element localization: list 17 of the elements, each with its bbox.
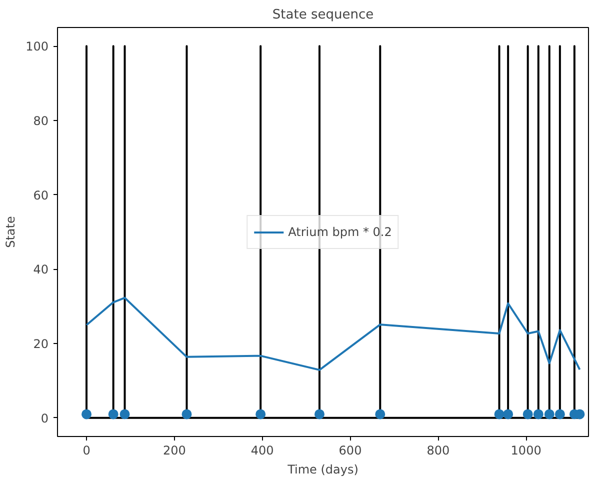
x-tick-label: 800 — [426, 444, 450, 458]
y-tick-label: 40 — [33, 262, 49, 277]
y-tick-label: 80 — [33, 114, 49, 128]
x-tick-label: 0 — [82, 444, 90, 458]
x-tick-label: 1000 — [510, 444, 542, 458]
y-tick-label: 20 — [33, 337, 49, 352]
chart-title: State sequence — [272, 8, 374, 22]
x-tick-label: 200 — [162, 444, 186, 458]
y-axis-title: State — [4, 216, 18, 248]
y-tick-label: 100 — [26, 40, 48, 54]
x-axis-title: Time (days) — [286, 462, 358, 476]
y-tick-label: 0 — [40, 411, 49, 426]
x-tick-label: 600 — [338, 444, 362, 458]
y-tick-label: 60 — [33, 188, 49, 202]
x-tick-label: 400 — [250, 444, 274, 458]
line-series — [86, 296, 581, 371]
legend-label: Atrium bpm * 0.2 — [288, 224, 392, 238]
